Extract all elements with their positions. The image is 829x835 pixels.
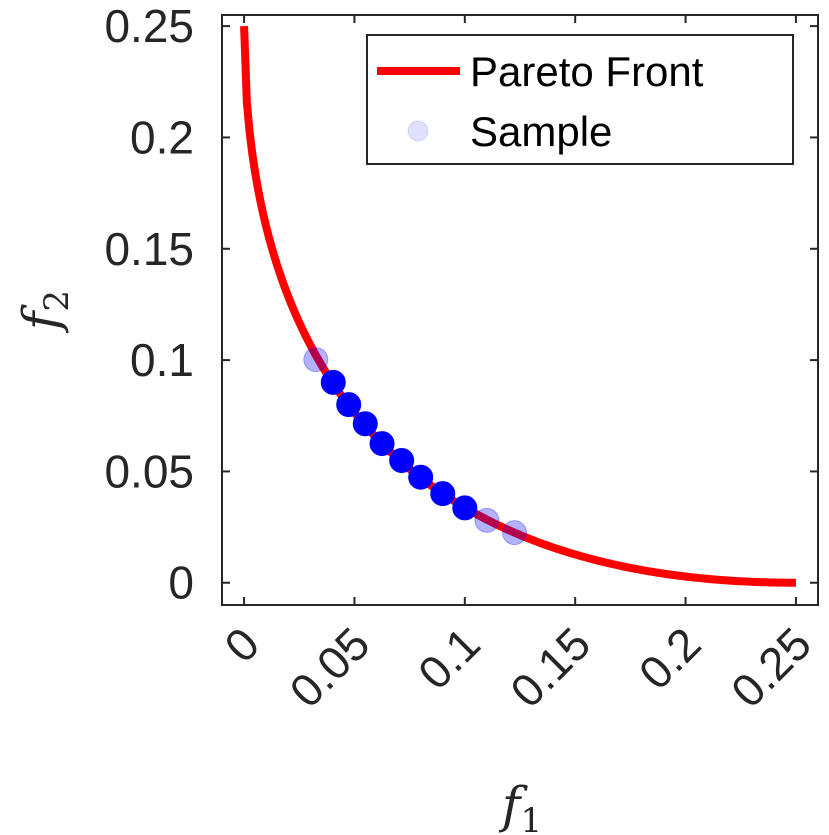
y-tick-label: 0.2 — [130, 111, 194, 163]
x-tick-label: 0.2 — [629, 617, 711, 699]
axes-frame — [221, 14, 819, 606]
sample-point — [408, 464, 434, 490]
sample-point — [430, 481, 456, 507]
legend-label-sample: Sample — [470, 108, 612, 155]
y-ticks: 0 0.05 0.1 0.15 0.2 0.25 — [104, 0, 818, 609]
sample-point — [320, 369, 346, 395]
x-tick-label: 0.1 — [408, 617, 490, 699]
legend-swatch-sample — [407, 120, 429, 142]
sample-point — [501, 520, 527, 546]
y-axis-title: f2 — [12, 290, 77, 334]
plot-area — [240, 25, 798, 587]
x-axis-title-sub: 1 — [520, 801, 542, 835]
legend-box — [366, 34, 794, 165]
y-tick-label: 0.05 — [104, 445, 194, 497]
sample-point — [303, 347, 329, 373]
y-tick-label: 0.1 — [130, 334, 194, 386]
legend: Pareto Front Sample — [366, 34, 794, 165]
y-axis-title-sub: 2 — [37, 290, 77, 312]
sample-point — [352, 411, 378, 437]
x-tick-label: 0.25 — [721, 617, 821, 717]
x-axis-title: f1 — [498, 776, 542, 835]
y-tick-label: 0.15 — [104, 223, 194, 275]
y-tick-label: 0 — [168, 557, 194, 609]
sample-point — [369, 431, 395, 457]
y-tick-label: 0.25 — [104, 0, 194, 52]
sample-point — [336, 392, 362, 418]
x-tick-label: 0.15 — [500, 617, 600, 717]
sample-point — [474, 507, 500, 533]
legend-label-pareto-front: Pareto Front — [470, 48, 704, 95]
x-tick-label: 0.05 — [279, 617, 379, 717]
sample-point — [389, 448, 415, 474]
sample-point — [452, 495, 478, 521]
axes-box — [221, 14, 819, 606]
x-tick-label: 0 — [214, 617, 269, 672]
